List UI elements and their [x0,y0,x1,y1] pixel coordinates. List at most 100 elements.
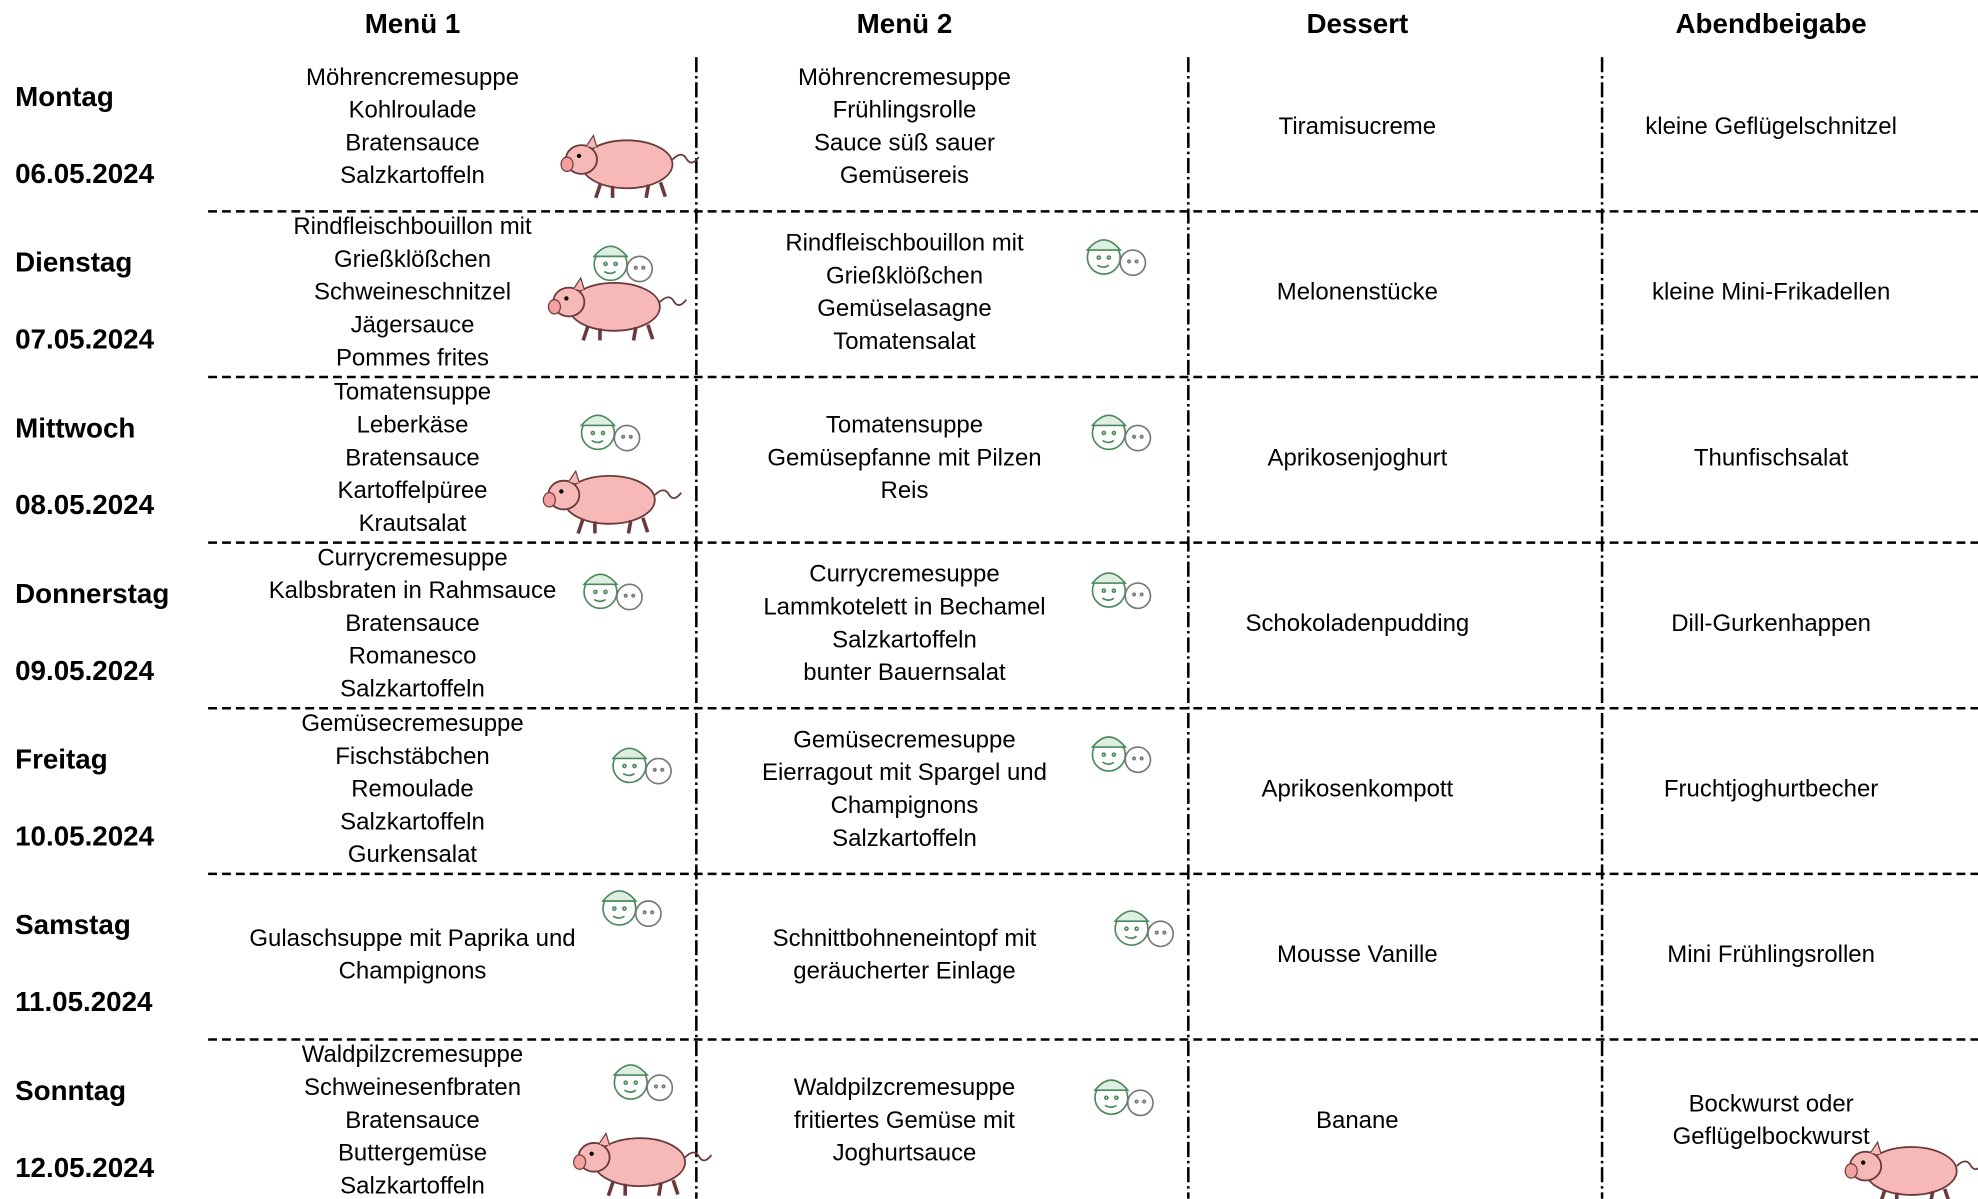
menu-line: Möhrencremesuppe [798,64,1011,91]
day-name: Samstag [15,909,131,940]
day-name: Sonntag [15,1075,126,1106]
kids-icon [593,245,654,283]
menu-line: Salzkartoffeln [340,676,485,703]
pig-icon [559,133,701,200]
menu-line: Bratensauce [345,444,480,471]
dessert: Schokoladenpudding [1245,610,1469,637]
menu-line: Möhrencremesuppe [306,64,519,91]
menu-line: Currycremesuppe [809,561,999,588]
day-name: Montag [15,81,114,112]
menu-line: Gemüsecremesuppe [793,726,1015,753]
menu-line: Tomatensuppe [826,412,983,439]
kids-icon [1091,414,1152,452]
menu-line: Salzkartoffeln [832,626,977,653]
menu-line: Kohlroulade [349,97,477,124]
date: 09.05.2024 [15,655,154,686]
dessert: Mousse Vanille [1277,941,1438,968]
menu-line: Lammkotelett in Bechamel [763,594,1045,621]
menu-line: Bratensauce [345,129,480,156]
menu-line: Leberkäse [357,412,469,439]
menu-line: Champignons [339,958,487,985]
menu-line: Tomatensalat [833,328,976,355]
kids-icon [612,747,672,785]
menu-line: Rindfleischbouillon mit [785,229,1024,256]
kids-icon [1114,910,1174,948]
menu-line: Reis [881,477,929,504]
dessert: Aprikosenjoghurt [1267,444,1447,471]
menu-line: Schweinesenfbraten [304,1074,521,1101]
menu-line: Schnittbohneneintopf mit [773,925,1037,952]
menu-line: Thunfischsalat [1694,444,1849,471]
menu-line: kleine Mini-Frikadellen [1652,279,1890,306]
menu-line: Gurkensalat [348,841,477,868]
menu-line: Schweineschnitzel [314,279,511,306]
menu-line: Rindfleischbouillon mit [293,213,532,240]
menu-line: Gemüsepfanne mit Pilzen [767,444,1041,471]
menu-line: Bratensauce [345,610,480,637]
menu-line: Salzkartoffeln [340,162,485,189]
menu-line: Grießklößchen [334,246,491,273]
menu-line: fritiertes Gemüse mit [794,1107,1015,1134]
column-header: Menü 1 [365,8,461,39]
menu-line: Gemüsereis [840,162,969,189]
menu-line: Frühlingsrolle [833,97,977,124]
date: 12.05.2024 [15,1152,154,1183]
kids-icon [613,1064,674,1102]
menu-line: Tomatensuppe [334,379,491,406]
menu-line: kleine Geflügelschnitzel [1645,113,1897,140]
menu-line: Salzkartoffeln [340,1172,485,1199]
column-header: Abendbeigabe [1676,8,1867,39]
day-name: Donnerstag [15,578,169,609]
kids-icon [1091,736,1152,774]
menu-line: Currycremesuppe [317,544,507,571]
pig-icon [541,469,683,536]
kids-icon [602,890,662,928]
column-header: Menü 2 [857,8,953,39]
menu-line: Joghurtsauce [833,1140,977,1167]
menu-line: Waldpilzcremesuppe [302,1041,523,1068]
dessert: Aprikosenkompott [1261,776,1453,803]
menu-line: bunter Bauernsalat [803,659,1006,686]
pig-icon [546,276,689,343]
column-header: Dessert [1306,8,1408,39]
date: 11.05.2024 [15,986,153,1017]
menu-line: Mini Frühlingsrollen [1667,941,1875,968]
date: 06.05.2024 [15,158,154,189]
dessert: Tiramisucreme [1279,113,1436,140]
menu-line: Bockwurst oder [1689,1090,1854,1117]
menu-line: Geflügelbockwurst [1673,1123,1870,1150]
menu-line: Bratensauce [345,1107,480,1134]
dessert: Melonenstücke [1277,279,1438,306]
menu-line: Jägersauce [351,311,475,338]
menu-line: Gemüsecremesuppe [301,710,523,737]
kids-icon [1091,572,1152,610]
dessert: Banane [1316,1107,1399,1134]
menu-line: geräucherter Einlage [793,958,1015,985]
date: 10.05.2024 [15,821,154,852]
menu-line: Remoulade [351,776,474,803]
menu-line: Waldpilzcremesuppe [794,1074,1015,1101]
day-name: Freitag [15,744,108,775]
menu-line: Gemüselasagne [817,295,991,322]
menu-line: Grießklößchen [826,262,983,289]
kids-icon [1094,1079,1154,1117]
day-name: Dienstag [15,247,132,278]
pig-icon [571,1131,714,1198]
menu-line: Krautsalat [359,510,467,537]
menu-line: Kartoffelpüree [337,477,487,504]
day-name: Mittwoch [15,412,135,443]
menu-line: Fischstäbchen [335,743,489,770]
menu-line: Eierragout mit Spargel und [762,759,1047,786]
kids-icon [1086,239,1147,277]
menu-line: Dill-Gurkenhappen [1671,610,1871,637]
date: 08.05.2024 [15,489,154,520]
menu-line: Kalbsbraten in Rahmsauce [269,577,557,604]
menu-line: Gulaschsuppe mit Paprika und [249,925,575,952]
menu-line: Salzkartoffeln [340,808,485,835]
date: 07.05.2024 [15,324,154,355]
menu-line: Sauce süß sauer [814,129,995,156]
kids-icon [580,414,641,452]
menu-line: Romanesco [349,643,477,670]
kids-icon [583,573,643,611]
